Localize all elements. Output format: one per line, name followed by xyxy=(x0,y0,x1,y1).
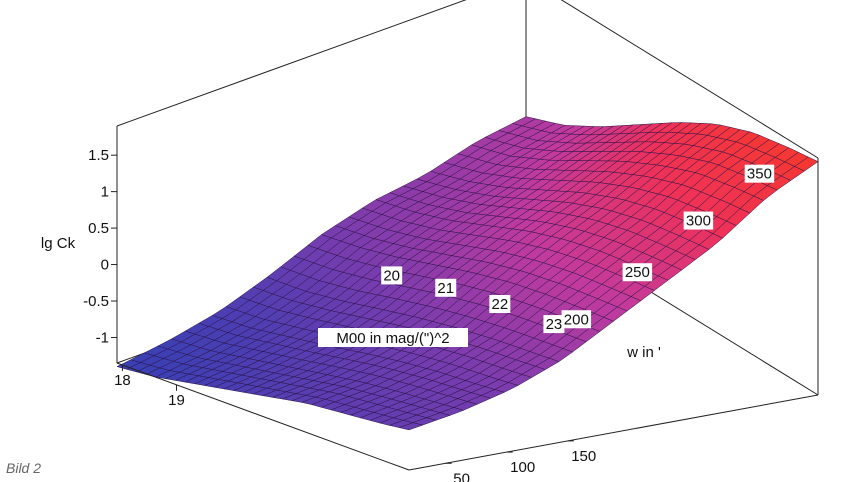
box-edge-front xyxy=(408,394,819,471)
box-edge xyxy=(560,0,819,159)
y-tick-label-bg xyxy=(744,164,775,183)
x-tick-label: 21 xyxy=(437,280,454,297)
x-axis-label-group: M00 in mag/(")^2 xyxy=(318,328,468,347)
y-tick-label: 300 xyxy=(686,213,711,230)
x-tick-label: 20 xyxy=(383,267,400,284)
y-tick-label: 350 xyxy=(747,166,772,183)
y-tick-label: 150 xyxy=(571,448,596,465)
z-axis-label: lg Ck xyxy=(41,235,76,252)
x-tick-label: 22 xyxy=(491,296,508,313)
surface-mesh xyxy=(116,116,819,431)
y-tick-label: 200 xyxy=(564,311,589,328)
box-edge xyxy=(116,0,467,127)
z-tick-label: -0.5 xyxy=(83,293,109,310)
y-axis-label-group: w in ' xyxy=(622,343,666,361)
figure-caption: Bild 2 xyxy=(6,460,42,476)
y-tick-label-bg xyxy=(622,263,653,282)
z-tick-label: 0.5 xyxy=(88,220,109,237)
y-tick-label: 250 xyxy=(625,264,650,281)
x-tick-label-bg xyxy=(381,266,403,285)
z-tick-label: 0 xyxy=(101,257,109,274)
y-tick-label: 50 xyxy=(453,470,470,482)
x-tick-label: 18 xyxy=(114,372,131,389)
x-tick-label-bg xyxy=(543,315,565,334)
y-tick-label-bg xyxy=(683,211,714,230)
surface-patch xyxy=(398,422,424,431)
x-tick-label: 23 xyxy=(546,316,563,333)
y-tick-label: 100 xyxy=(510,459,535,476)
x-tick-label-bg xyxy=(489,295,511,314)
axis-ticks: -1 -0.5 0 0.5 1 1.5 18 19 20 21 22 23 50 100 150 200 250… xyxy=(83,147,775,482)
y-axis-label: w in ' xyxy=(626,344,661,361)
z-tick-label: 1.5 xyxy=(88,147,109,164)
x-tick-label: 19 xyxy=(168,392,185,409)
y-tick-label-bg xyxy=(561,310,592,329)
plot-box-front-edges xyxy=(116,362,819,471)
x-tick-label-bg xyxy=(435,278,457,297)
box-edge-front xyxy=(116,362,410,471)
z-tick-label: -1 xyxy=(96,329,109,346)
z-tick-label: 1 xyxy=(101,184,109,201)
x-axis-label: M00 in mag/(")^2 xyxy=(336,330,449,347)
